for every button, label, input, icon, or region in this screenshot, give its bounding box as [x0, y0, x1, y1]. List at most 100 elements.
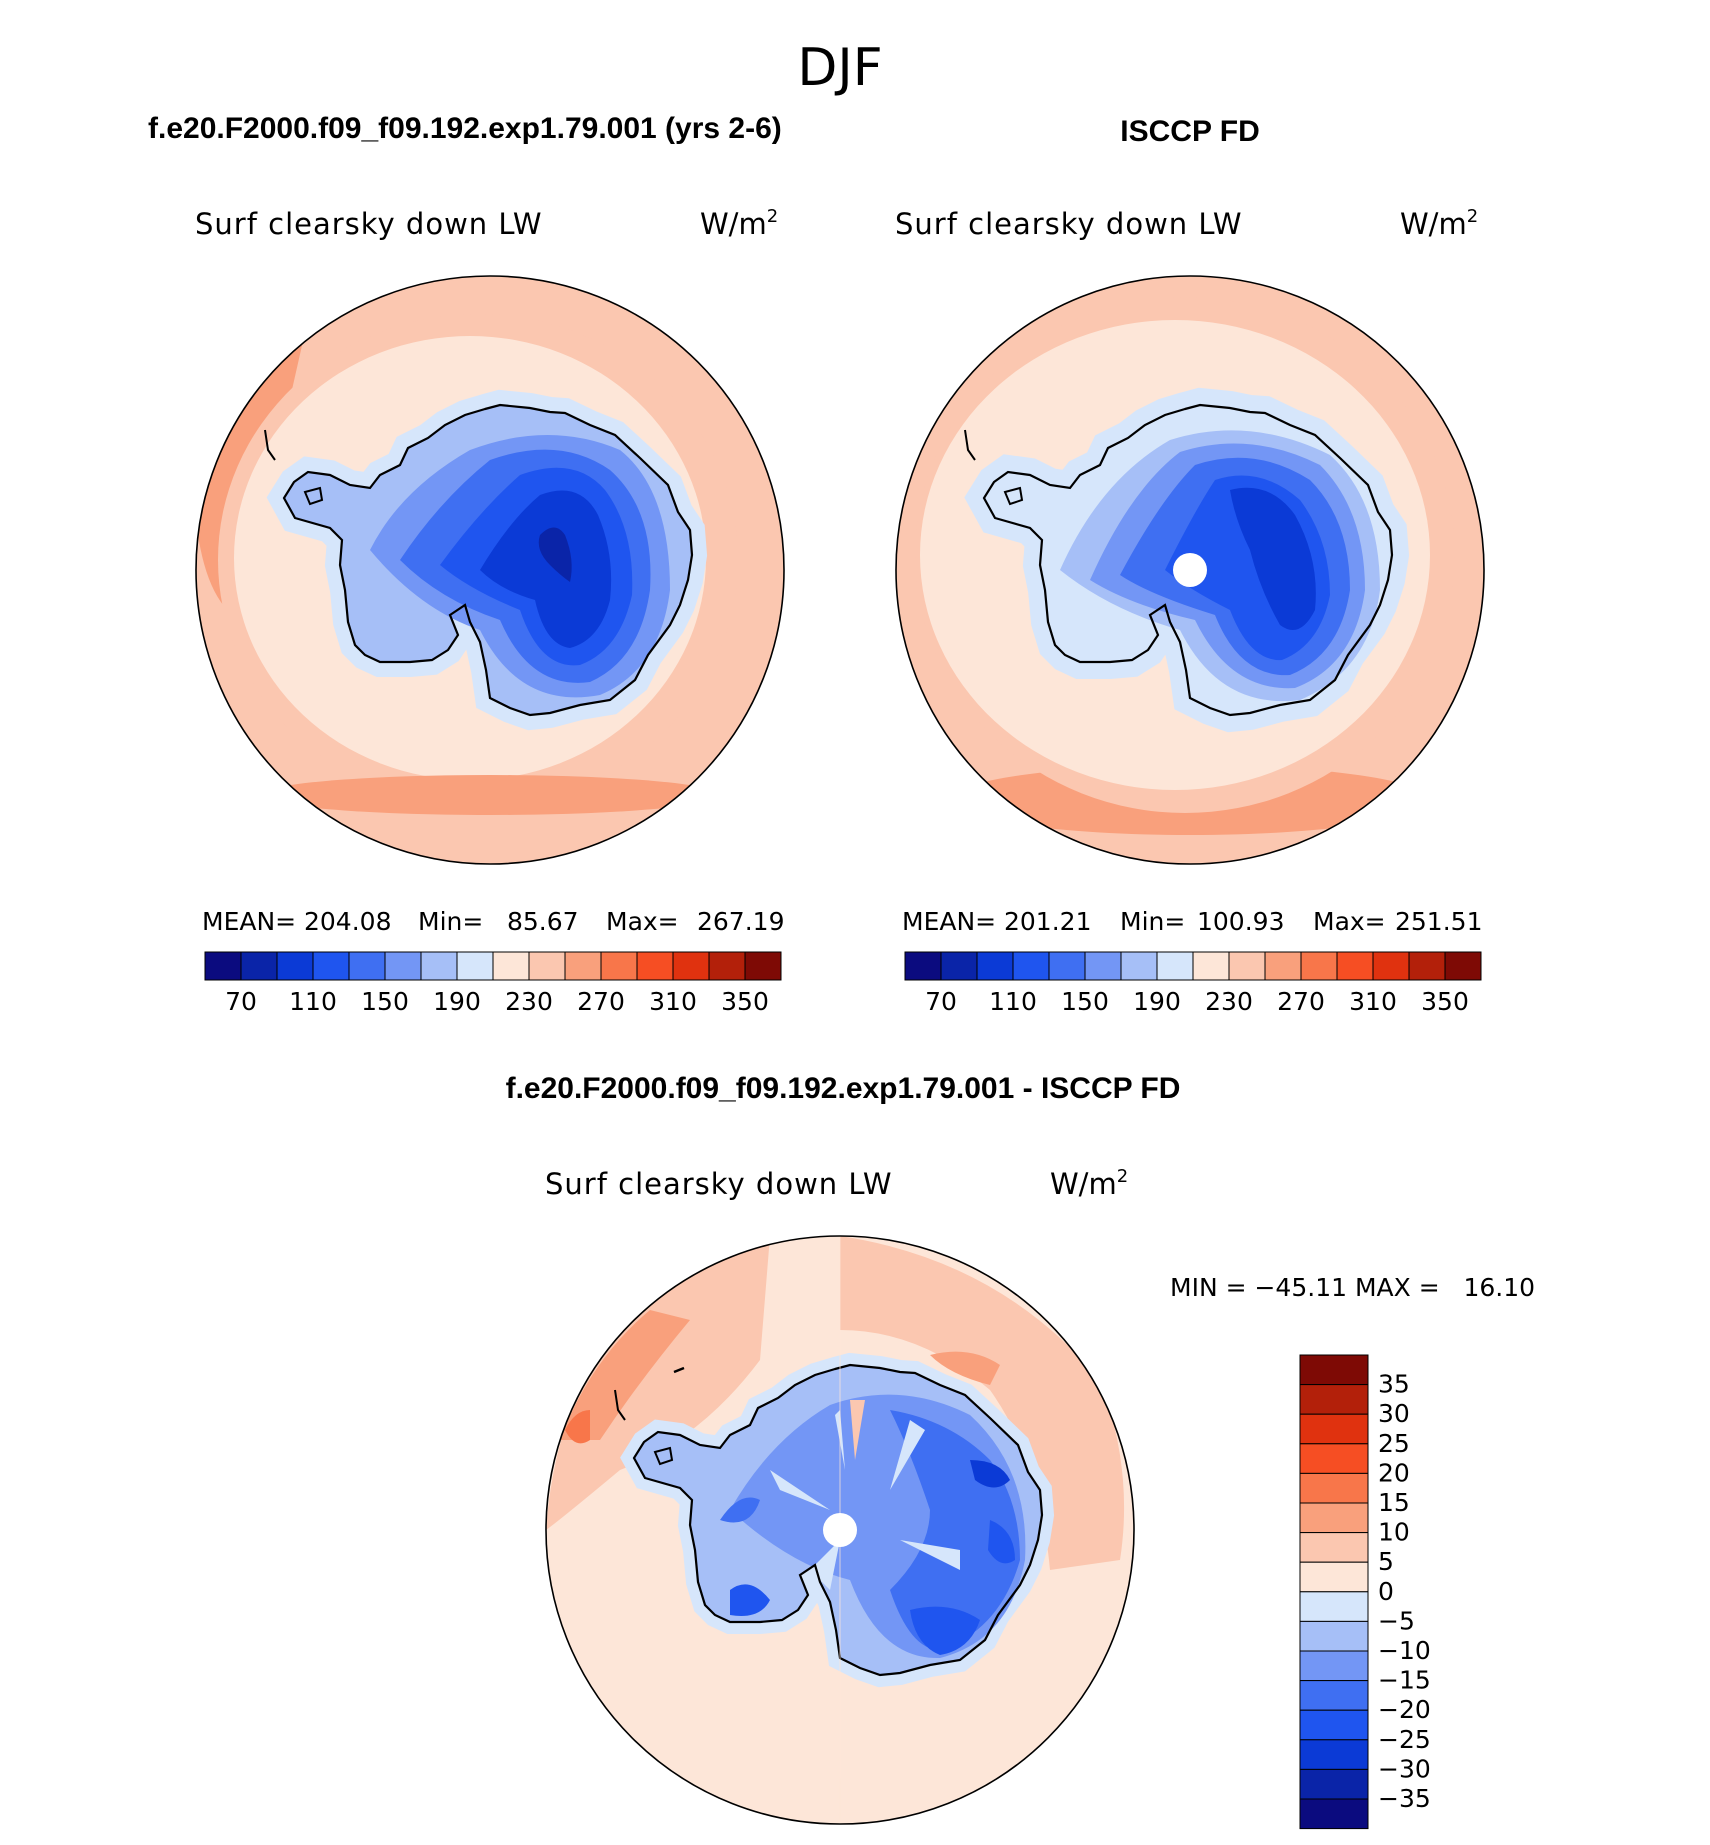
colorbar-swatch — [1444, 951, 1482, 981]
colorbar-tick-label: 310 — [1349, 987, 1397, 1016]
colorbar-tick-label: 310 — [649, 987, 697, 1016]
svg-text:MEAN=: MEAN= — [202, 907, 296, 936]
colorbar-swatch — [348, 951, 386, 981]
svg-text:Min=: Min= — [1120, 907, 1185, 936]
colorbar-swatch — [276, 951, 314, 981]
panel-diff-minmax: MIN = −45.11 MAX = 16.10 — [1170, 1273, 1535, 1302]
panel-obs: ISCCP FD Surf clearsky down LW W/m2 — [895, 115, 1485, 1016]
colorbar-swatch — [1192, 951, 1230, 981]
colorbar-swatch — [312, 951, 350, 981]
panel-model-heading: f.e20.F2000.f09_f09.192.exp1.79.001 (yrs… — [148, 112, 782, 145]
svg-text:251.51: 251.51 — [1395, 907, 1482, 936]
colorbar-swatch — [1299, 1561, 1369, 1593]
colorbar-swatch — [1084, 951, 1122, 981]
colorbar-swatch — [600, 951, 638, 981]
colorbar-tick-label: 5 — [1378, 1547, 1394, 1576]
svg-text:MEAN=: MEAN= — [902, 907, 996, 936]
map-diff — [546, 1236, 1134, 1824]
colorbar-swatch — [1299, 1680, 1369, 1711]
colorbar-tick-label: 190 — [1133, 987, 1181, 1016]
panel-diff: f.e20.F2000.f09_f09.192.exp1.79.001 - IS… — [506, 1072, 1535, 1830]
panel-diff-variable: Surf clearsky down LW — [545, 1167, 893, 1201]
colorbar-tick-label: 0 — [1378, 1577, 1394, 1606]
colorbar-tick-label: −35 — [1378, 1784, 1431, 1813]
colorbar-tick-label: 30 — [1378, 1399, 1410, 1428]
colorbar-tick-label: 230 — [505, 987, 553, 1016]
colorbar-swatch — [1299, 1443, 1369, 1474]
map-obs — [896, 276, 1484, 864]
colorbar-tick-label: 270 — [577, 987, 625, 1016]
map-model-border — [195, 275, 785, 865]
panel-model: f.e20.F2000.f09_f09.192.exp1.79.001 (yrs… — [148, 112, 785, 1016]
colorbar-swatch — [1228, 951, 1266, 981]
svg-text:Min=: Min= — [418, 907, 483, 936]
colorbar-swatch — [904, 951, 942, 981]
colorbar-swatch — [1299, 1354, 1369, 1386]
colorbar-swatch — [636, 951, 674, 981]
colorbar-swatch — [420, 951, 458, 981]
colorbar-tick-label: 270 — [1277, 987, 1325, 1016]
svg-text:85.67: 85.67 — [507, 907, 579, 936]
colorbar-tick-label: 10 — [1378, 1518, 1410, 1547]
colorbar-swatch — [1299, 1709, 1369, 1741]
colorbar-tick-label: −20 — [1378, 1695, 1431, 1724]
colorbar-tick-label: −5 — [1378, 1606, 1415, 1635]
colorbar-swatch — [1299, 1739, 1369, 1770]
colorbar-swatch — [240, 951, 278, 981]
colorbar-tick-label: 70 — [225, 987, 257, 1016]
colorbar-swatch — [672, 951, 710, 981]
colorbar-tick-label: 20 — [1378, 1458, 1410, 1487]
colorbar-swatch — [204, 951, 242, 981]
colorbar-tick-label: −10 — [1378, 1636, 1431, 1665]
panel-diff-unit: W/m2 — [1050, 1166, 1128, 1201]
svg-text:267.19: 267.19 — [697, 907, 784, 936]
colorbar-swatch — [1299, 1768, 1369, 1800]
colorbar-swatch — [1299, 1502, 1369, 1534]
pole-hole-diff — [823, 1513, 857, 1547]
svg-text:201.21: 201.21 — [1004, 907, 1091, 936]
figure-title: DJF — [797, 38, 882, 98]
panel-model-unit: W/m2 — [700, 206, 778, 241]
colorbar-tick-label: 350 — [1421, 987, 1469, 1016]
colorbar-tick-label: −25 — [1378, 1725, 1431, 1754]
colorbar-obs: 70 110 150 190 230 270 310 350 — [904, 951, 1482, 1016]
colorbar-swatch — [528, 951, 566, 981]
pole-hole-obs — [1173, 553, 1207, 587]
panel-diff-heading: f.e20.F2000.f09_f09.192.exp1.79.001 - IS… — [506, 1072, 1181, 1105]
colorbar-tick-label: 150 — [1061, 987, 1109, 1016]
colorbar-swatch — [940, 951, 978, 981]
colorbar-swatch — [1336, 951, 1374, 981]
svg-text:204.08: 204.08 — [304, 907, 391, 936]
colorbar-swatch — [1372, 951, 1410, 981]
colorbar-tick-label: 190 — [433, 987, 481, 1016]
colorbar-swatch — [1048, 951, 1086, 981]
colorbar-swatch — [976, 951, 1014, 981]
colorbar-swatch — [1264, 951, 1302, 981]
colorbar-swatch — [1299, 1798, 1369, 1830]
colorbar-swatch — [492, 951, 530, 981]
colorbar-swatch — [1299, 1620, 1369, 1652]
svg-text:Max=: Max= — [606, 907, 679, 936]
colorbar-tick-label: 25 — [1378, 1429, 1410, 1458]
colorbar-swatch — [1120, 951, 1158, 981]
colorbar-tick-label: −15 — [1378, 1666, 1431, 1695]
colorbar-tick-label: 110 — [289, 987, 337, 1016]
colorbar-tick-label: −30 — [1378, 1754, 1431, 1783]
panel-obs-stats: MEAN= 201.21 Min= 100.93 Max= 251.51 — [902, 907, 1482, 936]
colorbar-swatch — [456, 951, 494, 981]
colorbar-swatch — [1299, 1532, 1369, 1563]
panel-obs-unit: W/m2 — [1400, 206, 1478, 241]
panel-obs-heading: ISCCP FD — [1120, 115, 1259, 148]
panel-model-stats: MEAN= 204.08 Min= 85.67 Max= 267.19 — [202, 907, 784, 936]
colorbar-swatch — [1156, 951, 1194, 981]
colorbar-swatch — [564, 951, 602, 981]
colorbar-swatch — [708, 951, 746, 981]
colorbar-tick-label: 70 — [925, 987, 957, 1016]
colorbar-swatch — [1012, 951, 1050, 981]
colorbar-swatch — [1299, 1413, 1369, 1445]
colorbar-swatch — [1408, 951, 1446, 981]
colorbar-swatch — [1299, 1650, 1369, 1682]
colorbar-tick-label: 350 — [721, 987, 769, 1016]
